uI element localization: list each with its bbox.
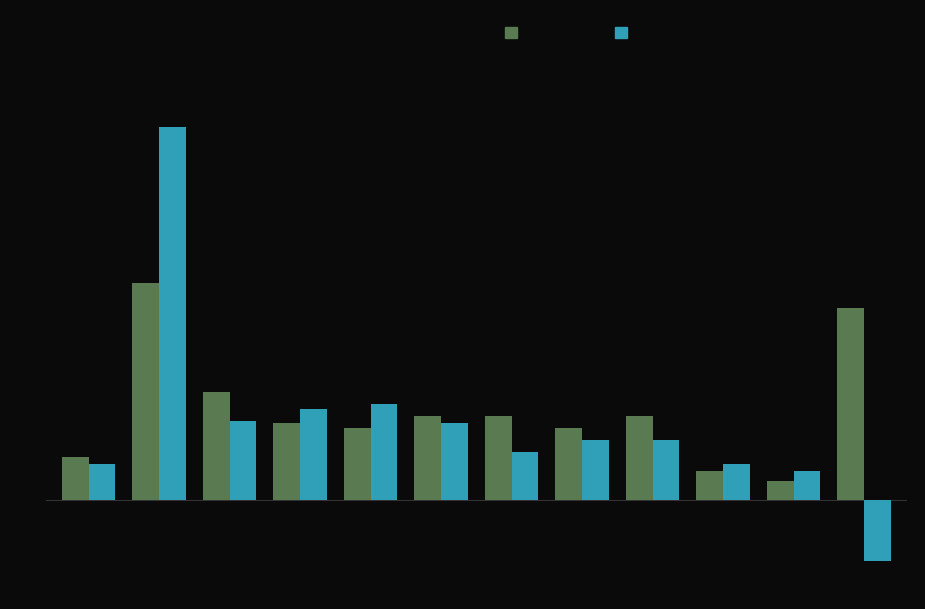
Bar: [273, 423, 300, 501]
Bar: [723, 464, 750, 501]
Bar: [132, 283, 159, 501]
Bar: [512, 452, 538, 501]
Bar: [203, 392, 229, 501]
Bar: [344, 428, 371, 501]
Bar: [89, 464, 116, 501]
Bar: [626, 416, 653, 501]
Bar: [582, 440, 609, 501]
Bar: [864, 501, 891, 561]
Bar: [62, 457, 89, 501]
Legend: Oklahoma, U.S.: Oklahoma, U.S.: [502, 24, 657, 43]
Bar: [837, 308, 864, 501]
Bar: [300, 409, 327, 501]
Bar: [159, 127, 186, 501]
Bar: [441, 423, 468, 501]
Bar: [371, 404, 398, 501]
Bar: [767, 481, 794, 501]
Bar: [653, 440, 680, 501]
Bar: [229, 421, 256, 501]
Bar: [485, 416, 512, 501]
Bar: [794, 471, 820, 501]
Bar: [555, 428, 582, 501]
Bar: [697, 471, 723, 501]
Bar: [414, 416, 441, 501]
